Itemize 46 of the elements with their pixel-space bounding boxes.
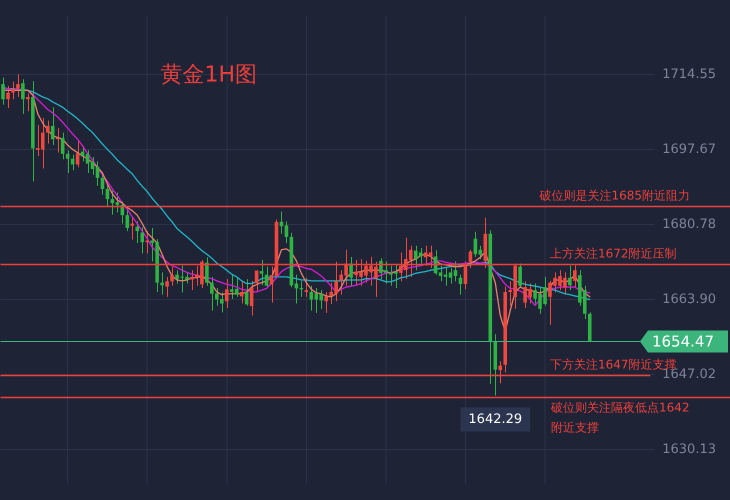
candlestick [205, 256, 209, 286]
candlestick [224, 278, 229, 308]
candlestick [140, 226, 144, 254]
candlestick [264, 266, 268, 288]
candlestick [240, 280, 244, 304]
candlestick [160, 272, 164, 296]
y-tick-label: 1663.90 [662, 292, 716, 307]
candlestick [518, 263, 522, 288]
candlestick [126, 210, 130, 232]
ref-line-label: 上方关注1672附近压制 [550, 246, 677, 261]
candlestick [568, 265, 572, 291]
candlestick [60, 132, 64, 160]
candlestick [46, 120, 50, 144]
candlestick [16, 74, 20, 98]
candlestick [165, 276, 169, 298]
y-tick-label: 1647.02 [662, 366, 716, 382]
y-tick-label: 1630.13 [662, 442, 716, 457]
candlestick [324, 291, 328, 314]
candlestick [260, 259, 264, 286]
candlestick [210, 276, 214, 312]
ref-line-label: 1654.47 [652, 332, 714, 350]
candlestick [50, 106, 55, 146]
candlestick [100, 174, 104, 196]
candlestick [11, 81, 15, 100]
candlestick [6, 85, 10, 109]
y-tick-label: 1697.67 [662, 142, 716, 157]
y-tick-label: 1680.78 [662, 216, 716, 232]
candlestick [66, 150, 70, 174]
candlestick [106, 184, 110, 206]
candlestick [135, 220, 140, 244]
candlestick [70, 154, 74, 171]
candlestick [26, 92, 30, 112]
candlestick [76, 140, 80, 168]
candlestick [1, 77, 5, 106]
candlestick [130, 216, 134, 240]
annotation: 1642.29 [468, 412, 522, 427]
candlestick [304, 277, 308, 298]
candlestick [244, 278, 248, 306]
ref-line-label: 破位则是关注1685附近阻力 [538, 188, 690, 203]
candlestick [21, 78, 25, 114]
candlestick [254, 270, 258, 292]
candlestick [250, 280, 254, 316]
candlestick [458, 274, 462, 296]
text: 黄金1H图 [160, 62, 258, 88]
y-tick-label: 1714.55 [662, 67, 716, 82]
ref-line-label: 破位则关注隔夜低点1642附近支撑 [550, 400, 690, 435]
